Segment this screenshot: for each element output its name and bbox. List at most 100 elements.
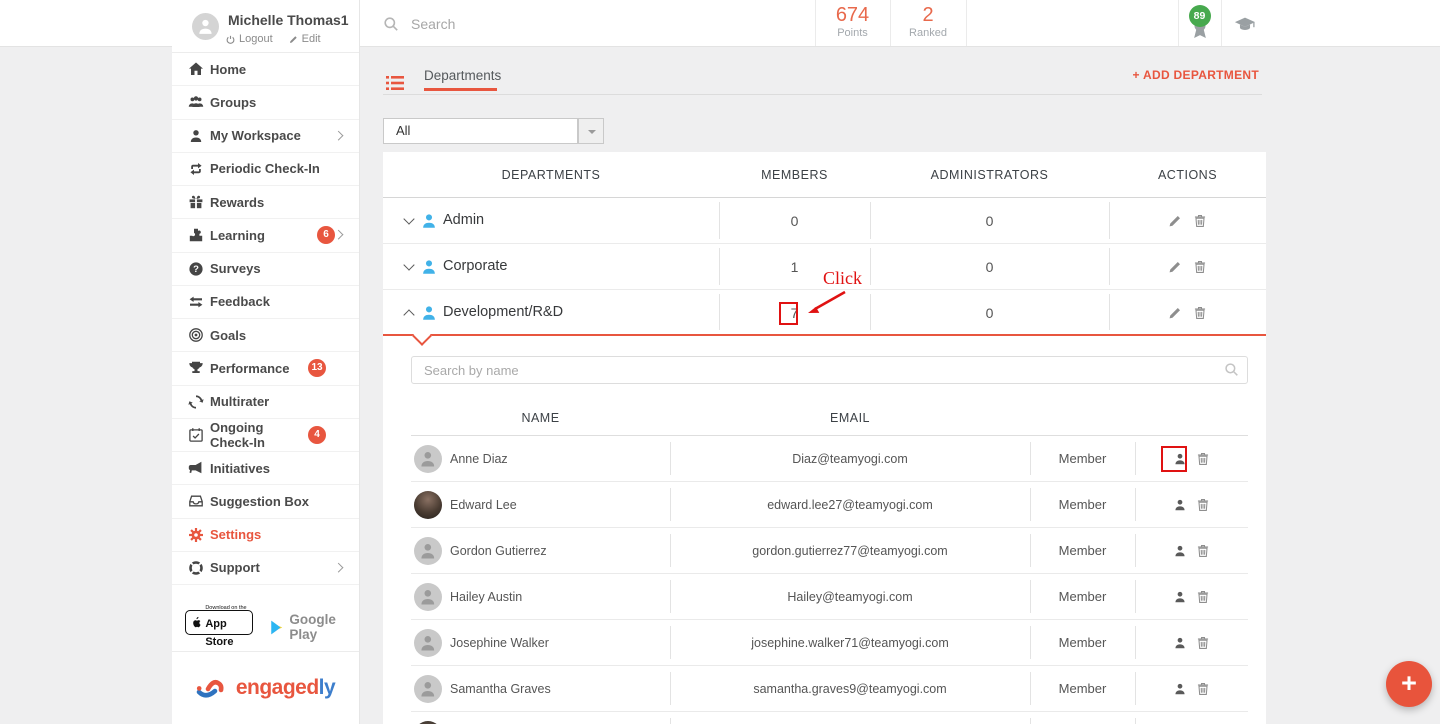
annotation-highlight-box (1161, 446, 1187, 472)
member-search-input[interactable] (411, 356, 1248, 384)
make-admin-icon[interactable] (1173, 590, 1187, 604)
sidebar-item-groups[interactable]: Groups (172, 86, 359, 120)
department-icon (423, 306, 435, 320)
filter-select[interactable]: All (383, 118, 578, 144)
administrators-count[interactable]: 0 (985, 213, 994, 229)
make-admin-icon[interactable] (1173, 544, 1187, 558)
members-count[interactable]: 1 (790, 259, 799, 275)
sidebar-item-feedback[interactable]: Feedback (172, 286, 359, 319)
department-row-admin[interactable]: Admin 0 0 (383, 198, 1266, 244)
chevron-up-icon[interactable] (403, 309, 415, 321)
edit-icon[interactable] (1168, 214, 1182, 228)
profile-name: Michelle Thomas1 (228, 12, 349, 28)
member-search (411, 356, 1248, 384)
add-department-button[interactable]: + ADD DEPARTMENT (1132, 68, 1259, 82)
points-value: 674 (835, 4, 870, 26)
sidebar-item-learning[interactable]: Learning 6 (172, 219, 359, 253)
learning-cap-button[interactable] (1221, 0, 1269, 47)
department-row-corporate[interactable]: Corporate 1 0 (383, 244, 1266, 290)
chevron-down-icon[interactable] (403, 259, 415, 271)
sidebar-item-performance[interactable]: Performance 13 (172, 352, 359, 386)
avatar (414, 491, 442, 519)
sidebar-item-multirater[interactable]: Multirater (172, 386, 359, 419)
search-input[interactable] (411, 15, 661, 32)
apple-icon (193, 616, 201, 628)
ranked-stat[interactable]: 2 Ranked (890, 0, 966, 47)
award-count-badge: 89 (1188, 4, 1211, 27)
delete-icon[interactable] (1196, 452, 1210, 466)
delete-icon[interactable] (1196, 636, 1210, 650)
sidebar-item-periodic-check-in[interactable]: Periodic Check-In (172, 153, 359, 186)
edit-icon[interactable] (1168, 260, 1182, 274)
edit-icon[interactable] (1168, 306, 1182, 320)
member-row-partial (411, 712, 1248, 724)
ranked-value: 2 (922, 4, 934, 26)
tab-departments[interactable]: Departments (424, 68, 502, 83)
sidebar-item-initiatives[interactable]: Initiatives (172, 452, 359, 486)
department-row-development-rd[interactable]: Development/R&D 7 0 (383, 290, 1266, 336)
gift-icon (188, 194, 204, 210)
chevron-down-icon[interactable] (403, 213, 415, 225)
member-row: Edward Lee edward.lee27@teamyogi.com Mem… (411, 482, 1248, 528)
edit-link[interactable]: Edit (301, 33, 321, 45)
avatar[interactable] (192, 13, 219, 40)
make-admin-icon[interactable] (1173, 498, 1187, 512)
delete-icon[interactable] (1196, 590, 1210, 604)
make-admin-icon[interactable] (1173, 682, 1187, 696)
graduation-cap-icon (1234, 17, 1256, 30)
col-departments: DEPARTMENTS (501, 168, 601, 182)
divider (966, 0, 967, 46)
google-play-icon (271, 620, 283, 634)
delete-icon[interactable] (1193, 260, 1207, 274)
edit-pencil-icon (289, 35, 297, 43)
logout-link[interactable]: Logout (239, 33, 273, 45)
sidebar-item-support[interactable]: Support (172, 552, 359, 585)
performance-badge: 13 (308, 359, 326, 378)
sidebar-item-rewards[interactable]: Rewards (172, 186, 359, 220)
lifebuoy-icon (188, 560, 204, 576)
members-count[interactable]: 7 (790, 305, 799, 321)
engagedly-logo-mark (196, 679, 224, 698)
store-badges-section: Download on the App Store Google Play (172, 585, 359, 652)
sidebar-item-settings[interactable]: Settings (172, 519, 359, 552)
points-stat[interactable]: 674 Points (815, 0, 890, 47)
make-admin-icon[interactable] (1173, 636, 1187, 650)
role-label: Member (1058, 589, 1107, 604)
sidebar-item-ongoing-check-in[interactable]: Ongoing Check-In 4 (172, 419, 359, 452)
tab-active-underline (424, 88, 497, 91)
sidebar-item-surveys[interactable]: ? Surveys (172, 253, 359, 286)
global-search[interactable] (383, 0, 661, 47)
administrators-count[interactable]: 0 (985, 259, 994, 275)
delete-icon[interactable] (1196, 498, 1210, 512)
awards-button[interactable]: 89 (1178, 0, 1221, 47)
person-icon (199, 20, 212, 35)
sidebar-item-goals[interactable]: Goals (172, 319, 359, 353)
add-fab-button[interactable]: + (1386, 661, 1432, 707)
sidebar-item-home[interactable]: Home (172, 53, 359, 87)
delete-icon[interactable] (1193, 306, 1207, 320)
google-play-badge[interactable]: Google Play (270, 612, 359, 642)
divider (890, 0, 891, 46)
members-table: NAME EMAIL Anne Diaz Diaz@teamyogi.com M… (411, 404, 1248, 724)
list-icon[interactable] (386, 74, 404, 92)
role-label: Member (1058, 681, 1107, 696)
engagedly-logo[interactable]: engagedly (172, 652, 359, 724)
avatar (414, 675, 442, 703)
member-row: Hailey Austin Hailey@teamyogi.com Member (411, 574, 1248, 620)
gear-icon (188, 527, 204, 543)
sidebar-item-my-workspace[interactable]: My Workspace (172, 120, 359, 153)
administrators-count[interactable]: 0 (985, 305, 994, 321)
delete-icon[interactable] (1196, 544, 1210, 558)
google-play-label: Google Play (289, 612, 336, 642)
delete-icon[interactable] (1193, 214, 1207, 228)
calendar-check-icon (188, 427, 204, 443)
ongoing-check-in-badge: 4 (308, 425, 326, 444)
filter-dropdown-button[interactable] (578, 118, 604, 144)
delete-icon[interactable] (1196, 682, 1210, 696)
swap-arrows-icon (188, 294, 204, 310)
app-store-badge[interactable]: Download on the App Store (185, 605, 253, 647)
chevron-right-icon (333, 230, 344, 240)
target-icon (188, 327, 204, 343)
sidebar-item-suggestion-box[interactable]: Suggestion Box (172, 485, 359, 519)
members-count[interactable]: 0 (790, 213, 799, 229)
